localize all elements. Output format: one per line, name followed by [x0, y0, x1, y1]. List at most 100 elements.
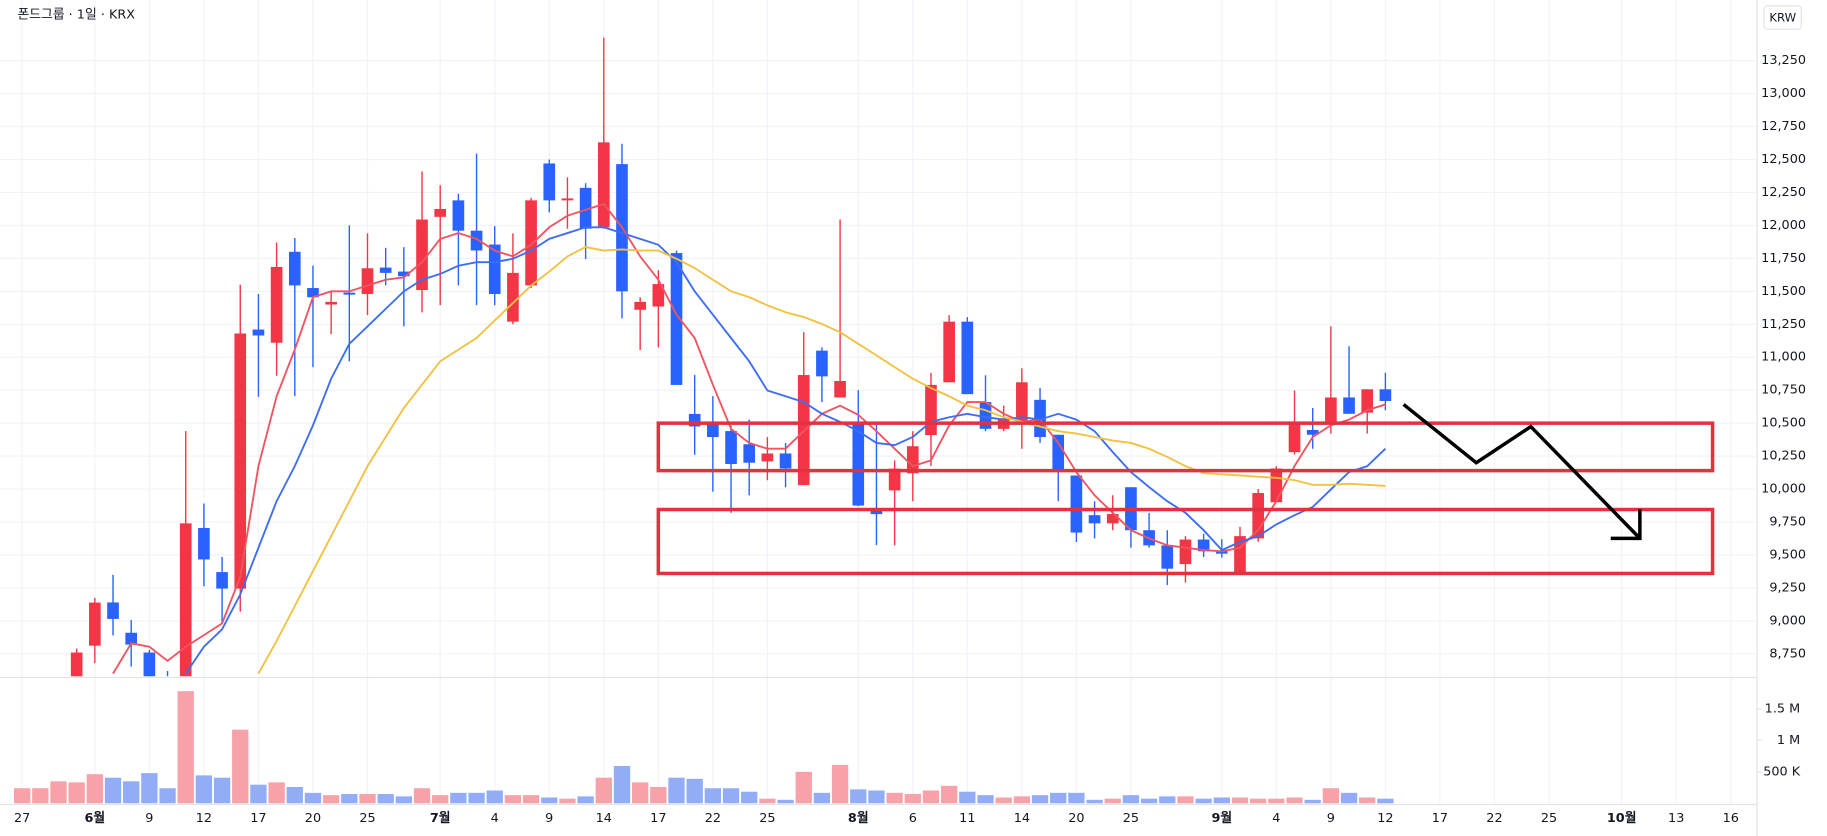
x-tick-label: 25	[759, 811, 775, 826]
candle-body	[852, 424, 865, 506]
candle-body	[1234, 536, 1246, 574]
candle-body	[343, 292, 356, 295]
volume-bar	[322, 795, 340, 804]
volume-bar	[195, 775, 213, 804]
x-tick-label: 27	[14, 811, 30, 826]
y-tick-label: 9,000	[1769, 613, 1806, 628]
candle-body	[379, 267, 392, 273]
volume-bar	[1231, 797, 1249, 804]
candle-body	[1288, 421, 1301, 453]
grid	[0, 0, 1758, 804]
volume-bar	[1159, 796, 1176, 804]
volume-bar	[1031, 795, 1049, 804]
candle-body	[925, 384, 937, 436]
candle-body	[198, 527, 210, 560]
volume-bar	[50, 781, 67, 804]
x-tick-label: 20	[305, 811, 321, 826]
volume-bar	[1286, 797, 1303, 804]
volume-bar	[341, 794, 358, 804]
candle-body	[597, 142, 610, 228]
candle-body	[634, 301, 646, 310]
x-tick-label: 12	[1377, 811, 1393, 826]
candle-body	[1215, 551, 1228, 554]
volume-bar	[1013, 796, 1031, 804]
candle-body	[1197, 539, 1210, 552]
candle-body	[452, 200, 465, 231]
volume-bar	[1050, 792, 1067, 804]
forecast-arrow	[1402, 403, 1642, 540]
x-tick-label: 25	[1541, 811, 1557, 826]
volume-bar	[286, 786, 303, 804]
y-tick-label: 11,750	[1761, 251, 1806, 266]
volume-bar	[522, 795, 540, 804]
arrow-head	[1610, 509, 1642, 541]
volume-bar	[831, 764, 849, 804]
x-tick-label: 17	[1432, 811, 1448, 826]
volume-tick-label: 500 K	[1763, 764, 1801, 779]
y-tick-label: 9,250	[1769, 580, 1806, 595]
candle-body	[398, 271, 410, 277]
candle-body	[725, 431, 737, 465]
volume-bar	[541, 797, 558, 804]
candle-body	[1052, 434, 1065, 470]
volume-bar	[1104, 798, 1121, 804]
candle-body	[816, 350, 828, 377]
y-tick-label: 10,500	[1761, 416, 1806, 431]
candle-body	[1034, 399, 1046, 437]
currency-label[interactable]: KRW	[1769, 11, 1796, 25]
candle-body	[252, 329, 265, 336]
volume-bar	[377, 794, 394, 804]
candle-body	[216, 572, 228, 589]
volume-bar	[1213, 797, 1230, 804]
zone-box	[656, 421, 1715, 473]
volume-bar	[1377, 798, 1394, 804]
candle-body	[1361, 389, 1374, 413]
volume-bar	[813, 792, 831, 804]
candle-body	[561, 198, 574, 201]
x-tick-label: 4	[1272, 811, 1280, 826]
x-tick-label: 25	[359, 811, 375, 826]
x-tick-label: 12	[196, 811, 212, 826]
y-tick-label: 13,000	[1761, 86, 1806, 101]
candle-body	[288, 251, 301, 286]
volume-bar	[650, 786, 667, 804]
volume-bar	[432, 795, 449, 804]
x-tick-label: 4	[491, 811, 499, 826]
currency-box[interactable]	[1763, 5, 1802, 30]
volume-bar	[1268, 798, 1285, 804]
x-tick-label: 11	[959, 811, 975, 826]
candle-body	[325, 301, 337, 305]
candle-body	[1252, 493, 1264, 539]
y-tick-label: 13,250	[1761, 53, 1806, 68]
candle-body	[1179, 539, 1192, 565]
x-tick-label: 16	[1723, 811, 1739, 826]
x-tick-label: 14	[1014, 811, 1030, 826]
y-tick-label: 10,250	[1761, 449, 1806, 464]
volume-bar	[741, 791, 758, 804]
volume-bar	[868, 790, 885, 804]
volume-bar	[232, 729, 249, 804]
volume-bar	[1340, 792, 1358, 804]
candle-body	[1325, 397, 1337, 422]
candle-body	[943, 321, 955, 383]
volume-bar	[977, 795, 994, 804]
y-tick-label: 12,000	[1761, 218, 1806, 233]
y-tick-label: 11,000	[1761, 350, 1806, 365]
candle-body	[361, 268, 374, 294]
candle-body	[179, 523, 192, 677]
volume-bar	[904, 794, 921, 804]
candle-body	[307, 288, 319, 298]
volume-bar	[686, 778, 703, 804]
x-tick-label: 8월	[848, 810, 869, 826]
candle-body	[1343, 397, 1355, 414]
volume-bar	[613, 765, 631, 804]
candle-body	[470, 230, 483, 251]
candle-body	[579, 187, 592, 229]
candle-body	[416, 219, 428, 291]
volume-bar	[1068, 792, 1085, 804]
volume-bar	[177, 691, 194, 804]
volume-bar	[486, 790, 503, 804]
candle-body	[707, 421, 719, 437]
